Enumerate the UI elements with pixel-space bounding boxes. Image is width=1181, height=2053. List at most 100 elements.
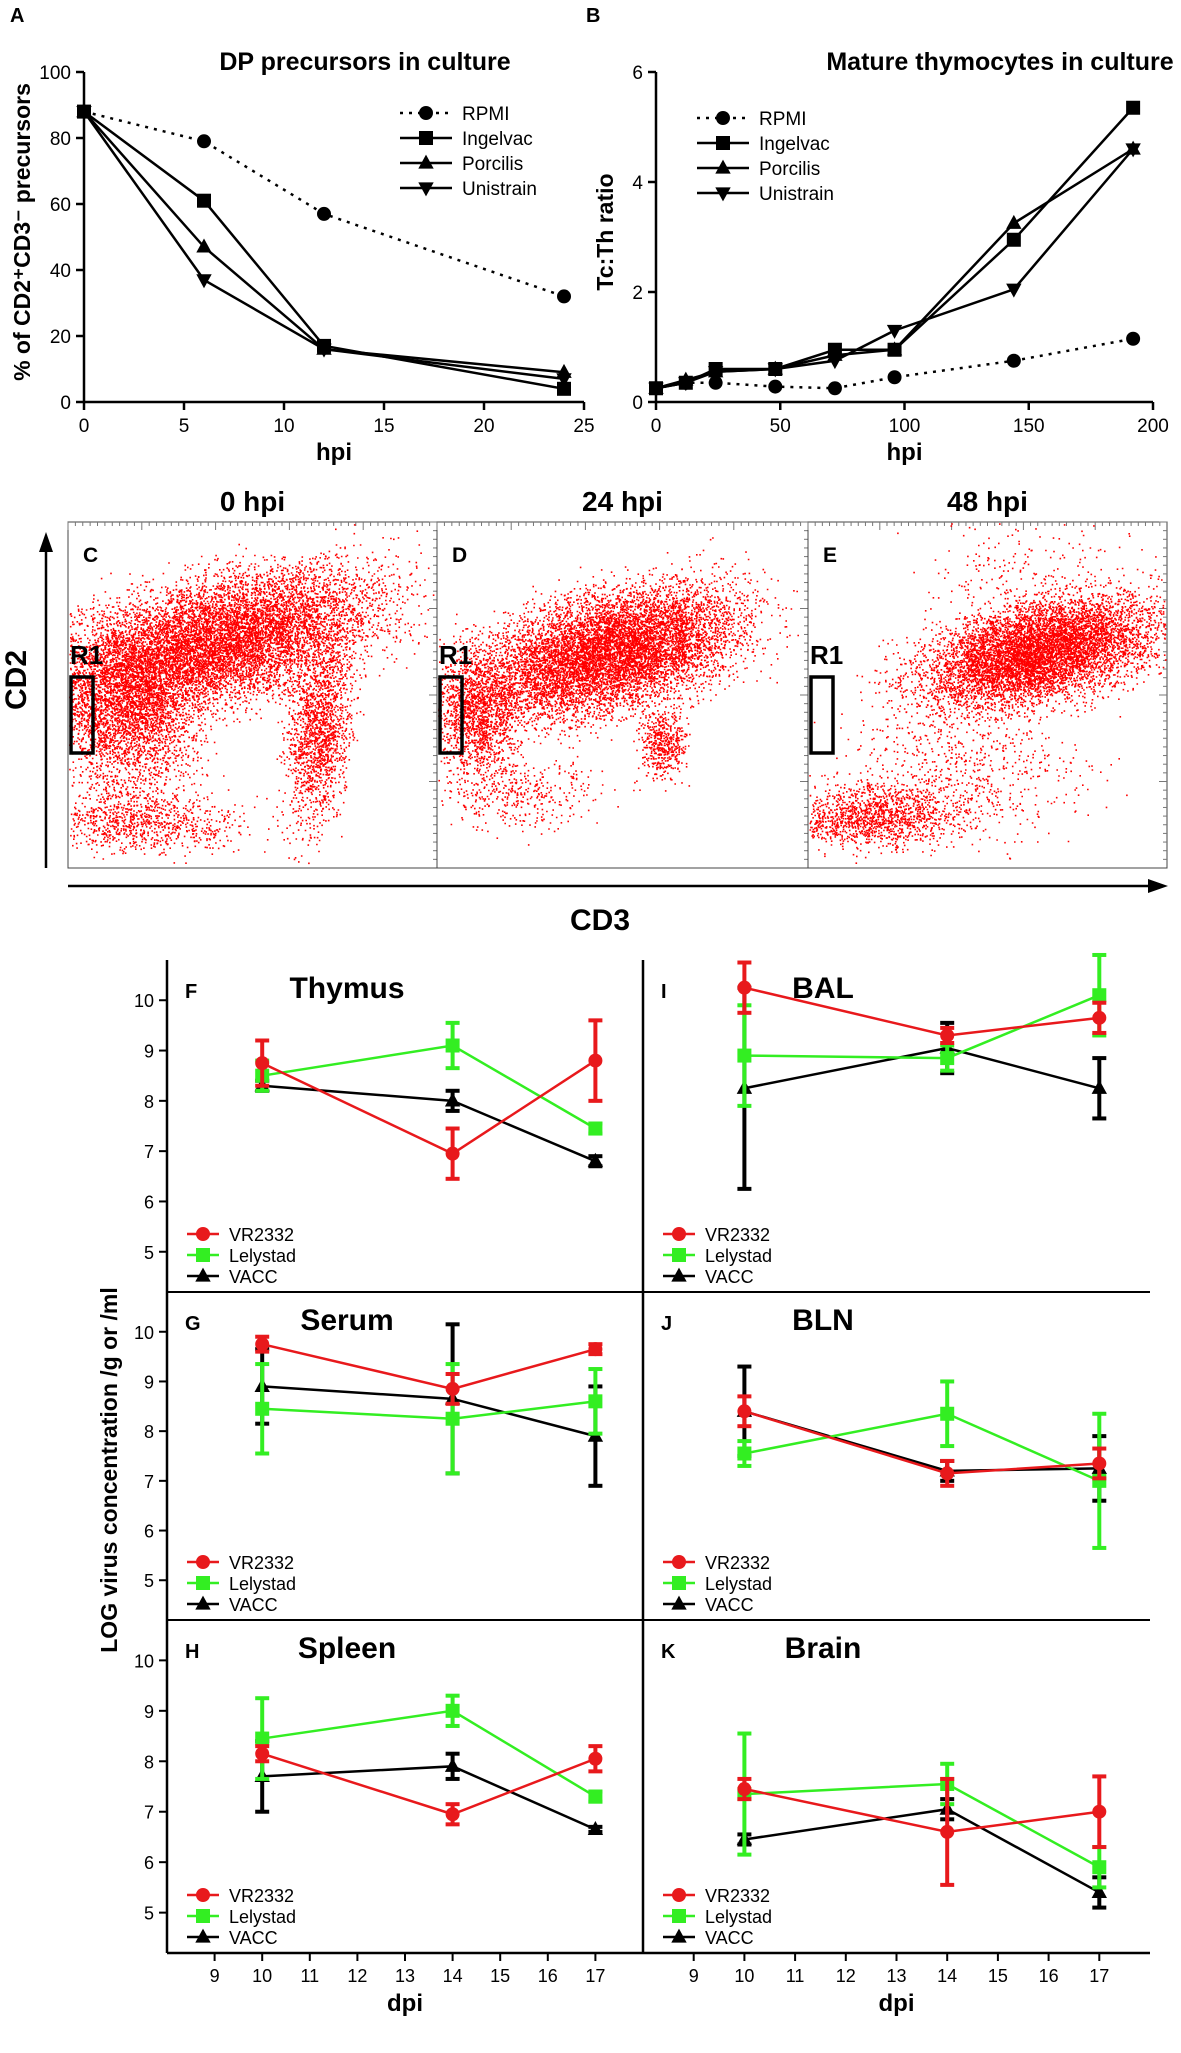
flow-events xyxy=(438,537,799,846)
data-point-vr2332 xyxy=(588,1342,603,1357)
series-line-vr2332 xyxy=(261,1752,596,1816)
series-line-vr2332 xyxy=(261,1342,596,1391)
data-point-lelystad xyxy=(588,1121,603,1136)
panel-letter: K xyxy=(661,1641,676,1663)
legend-label: RPMI xyxy=(759,109,807,130)
y-tick-label: 9 xyxy=(144,1702,154,1722)
data-point-porcilis xyxy=(196,238,212,253)
y-tick-label: 5 xyxy=(144,1243,154,1263)
data-point-vacc xyxy=(444,1757,461,1772)
series-line-porcilis xyxy=(83,110,565,374)
x-tick-label: 13 xyxy=(395,1966,415,1986)
flow-time-label: 0 hpi xyxy=(220,486,285,517)
x-tick-label: 15 xyxy=(490,1966,510,1986)
data-point-lelystad xyxy=(588,1789,603,1804)
y-axis-label: LOG virus concentration /g or /ml xyxy=(96,1287,122,1653)
data-point-unistrain xyxy=(707,366,724,381)
data-point-unistrain xyxy=(76,106,92,120)
x-tick-label: 15 xyxy=(988,1966,1008,1986)
x-tick-label: 15 xyxy=(373,416,394,437)
legend-label: Porcilis xyxy=(759,159,820,180)
legend-marker xyxy=(715,187,731,202)
legend-marker xyxy=(419,131,433,145)
data-point-vr2332 xyxy=(1092,1456,1107,1471)
flow-time-label: 48 hpi xyxy=(947,486,1028,517)
panel-letter: E xyxy=(823,544,837,567)
data-point-vr2332 xyxy=(940,1824,955,1839)
legend-marker xyxy=(671,1595,687,1610)
legend-marker xyxy=(671,1928,687,1943)
legend-label: Unistrain xyxy=(759,184,834,205)
legend-marker xyxy=(672,1909,686,1923)
y-tick-label: 6 xyxy=(632,63,643,84)
data-point-unistrain xyxy=(1125,143,1141,158)
cd2-label: CD2 xyxy=(0,650,33,710)
data-point-lelystad xyxy=(445,1038,460,1053)
series-line-vr2332 xyxy=(744,1787,1100,1834)
data-point-ingelvac xyxy=(197,193,211,208)
data-point-lelystad xyxy=(940,1051,955,1066)
legend-marker xyxy=(419,106,433,120)
data-point-vr2332 xyxy=(445,1146,460,1161)
flow-axis-ticks xyxy=(807,521,1167,860)
legend-label: VACC xyxy=(705,1928,754,1948)
legend-marker xyxy=(418,182,434,197)
data-point-rpmi xyxy=(1006,353,1021,368)
data-point-lelystad xyxy=(940,1406,955,1421)
y-tick-label: 4 xyxy=(632,173,643,194)
x-tick-label: 11 xyxy=(300,1966,319,1986)
y-tick-label: 7 xyxy=(144,1472,154,1492)
legend-label: Lelystad xyxy=(229,1574,296,1594)
legend-marker xyxy=(195,1267,211,1282)
data-point-vr2332 xyxy=(255,1337,270,1352)
y-tick-label: 6 xyxy=(144,1853,154,1873)
data-point-unistrain xyxy=(1006,283,1022,298)
y-axis-label: Tc:Th ratio xyxy=(592,173,618,290)
x-tick-label: 17 xyxy=(585,1966,605,1986)
data-point-ingelvac xyxy=(1126,100,1141,115)
x-tick-label: 11 xyxy=(786,1966,805,1986)
data-point-vacc xyxy=(1091,1079,1107,1094)
data-point-vacc xyxy=(587,1820,604,1835)
x-tick-label: 200 xyxy=(1137,416,1169,437)
data-point-unistrain xyxy=(678,377,694,392)
x-tick-label: 9 xyxy=(689,1966,699,1986)
x-tick-label: 0 xyxy=(651,416,662,437)
legend-label: Lelystad xyxy=(229,1246,296,1266)
y-tick-label: 40 xyxy=(50,261,71,282)
data-point-ingelvac xyxy=(1006,232,1021,247)
legend-marker xyxy=(715,159,731,174)
x-tick-label: 10 xyxy=(252,1966,272,1986)
data-point-vr2332 xyxy=(445,1807,460,1822)
x-tick-label: 25 xyxy=(573,416,594,437)
legend-marker xyxy=(672,1227,686,1241)
legend-marker xyxy=(196,1909,210,1923)
y-tick-label: 9 xyxy=(144,1372,154,1392)
y-tick-label: 0 xyxy=(60,393,71,414)
legend-label: VACC xyxy=(229,1267,278,1287)
gate-r1 xyxy=(809,675,835,755)
panel-letter: A xyxy=(10,5,24,27)
x-tick-label: 16 xyxy=(538,1966,558,1986)
panel-letter: F xyxy=(185,981,197,1003)
y-tick-label: 10 xyxy=(134,991,154,1011)
data-point-vr2332 xyxy=(255,1746,270,1761)
chart-title: Mature thymocytes in culture xyxy=(826,48,1173,76)
chart-title: DP precursors in culture xyxy=(219,48,510,76)
legend-label: VACC xyxy=(705,1267,754,1287)
data-point-vr2332 xyxy=(940,1466,955,1481)
x-tick-label: 10 xyxy=(734,1966,754,1986)
data-point-lelystad xyxy=(737,1048,752,1063)
legend-marker xyxy=(672,1888,686,1902)
legend-label: VR2332 xyxy=(705,1553,770,1573)
data-point-porcilis xyxy=(886,341,903,356)
x-tick-label: 9 xyxy=(210,1966,220,1986)
data-point-rpmi xyxy=(708,375,723,390)
panel-letter: C xyxy=(83,544,98,567)
data-point-vr2332 xyxy=(737,1404,752,1419)
x-tick-label: 150 xyxy=(1013,416,1045,437)
panel-letter: I xyxy=(661,981,667,1003)
data-point-rpmi xyxy=(197,134,211,149)
data-point-unistrain xyxy=(196,274,212,289)
legend-label: Lelystad xyxy=(705,1574,772,1594)
